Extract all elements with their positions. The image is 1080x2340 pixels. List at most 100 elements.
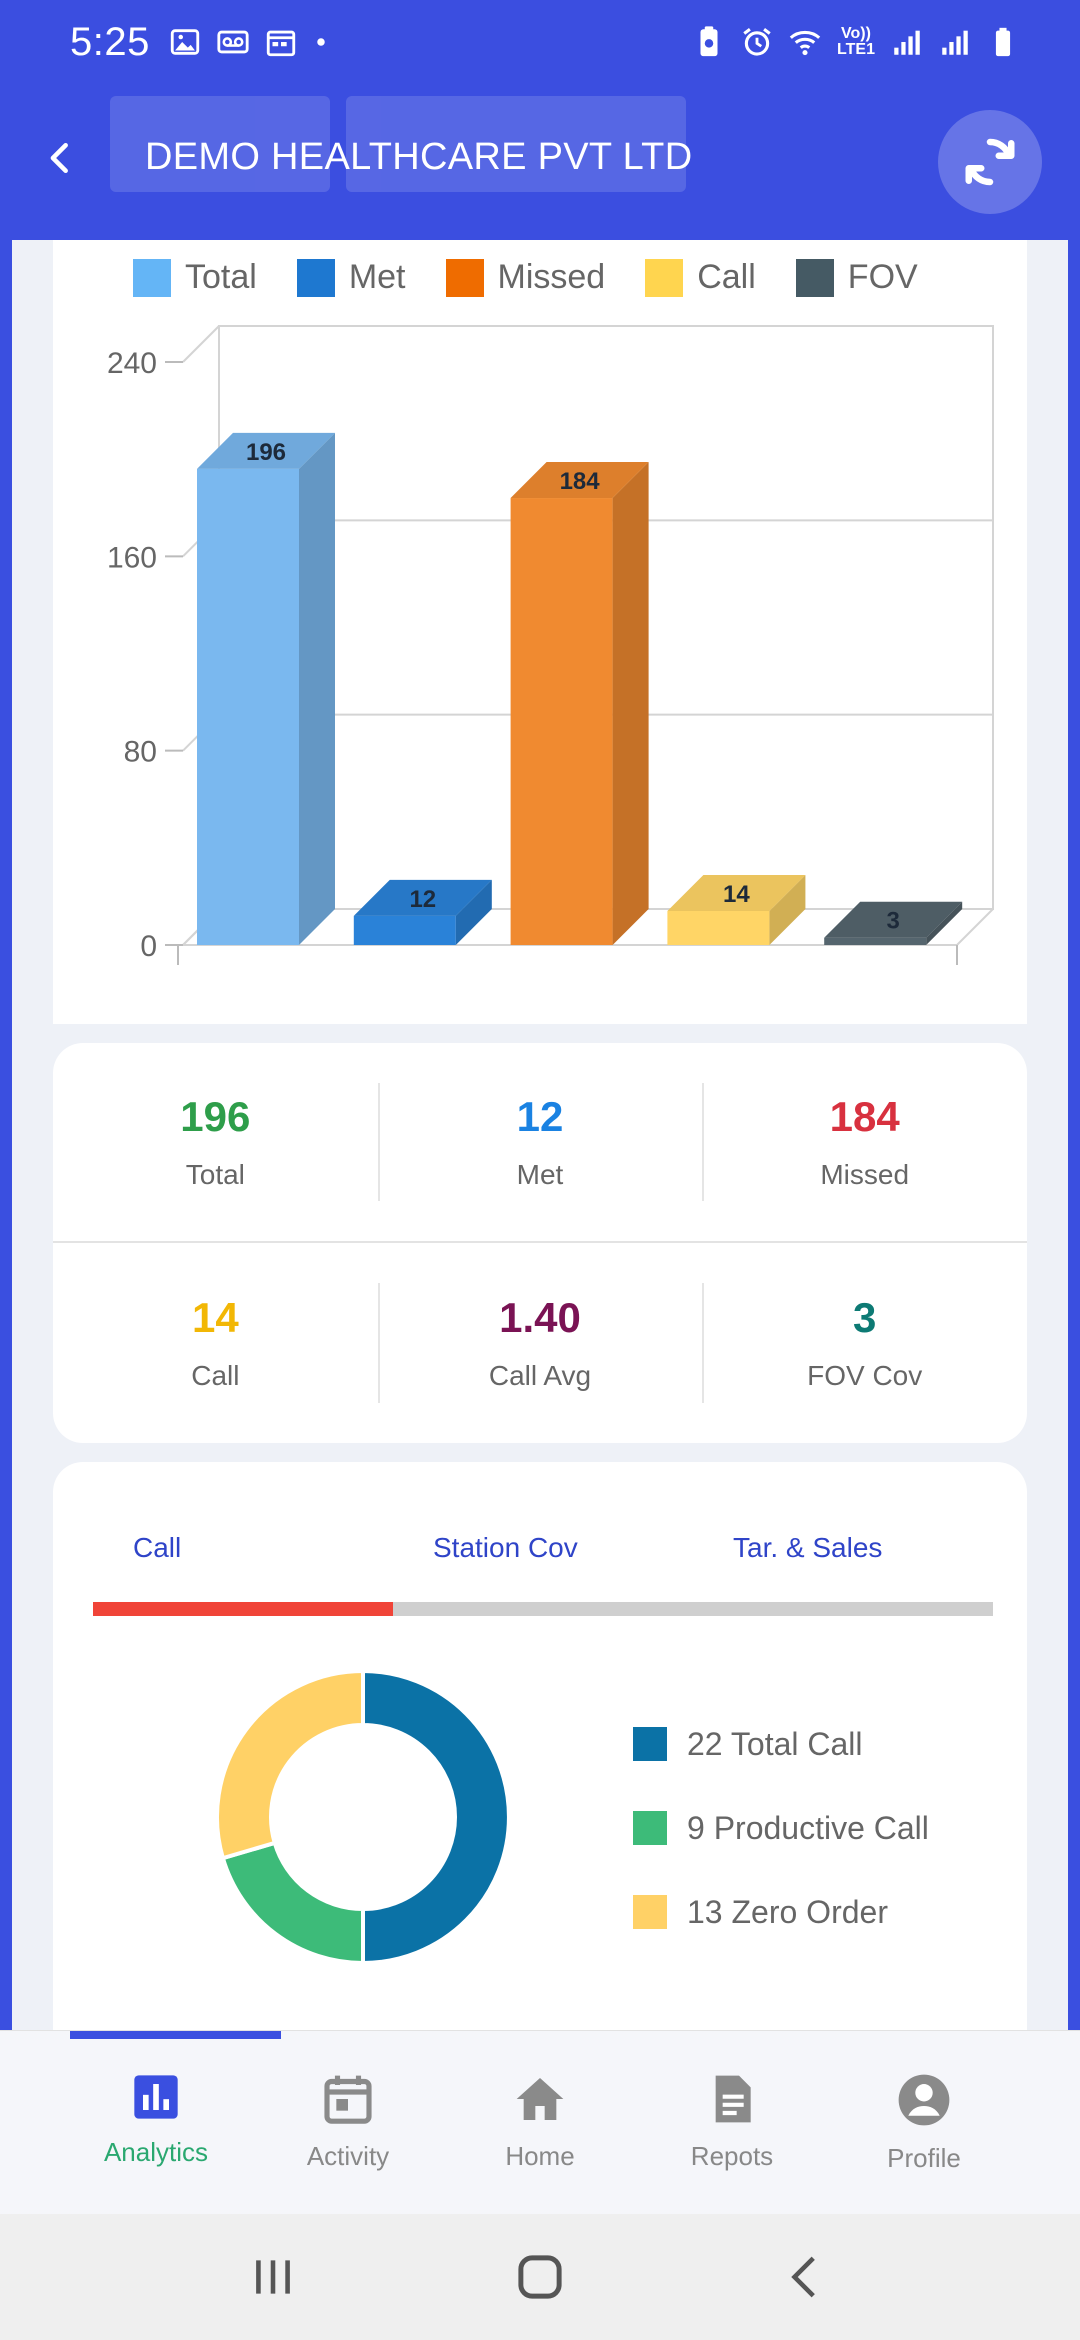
analytics-icon	[134, 2075, 178, 2119]
bar-fov[interactable]	[824, 901, 963, 945]
status-bar: 5:25 Vo)) LTE1	[0, 0, 1080, 84]
back-button[interactable]	[30, 128, 90, 188]
stat-value: 196	[180, 1093, 251, 1140]
nav-label: Analytics	[103, 2137, 209, 2167]
bar-side	[769, 874, 806, 945]
back-arrow-icon	[50, 142, 68, 174]
chart-legend: Total Met Missed Call FOV	[133, 258, 918, 297]
stat-label: FOV Cov	[807, 1360, 923, 1391]
recent-apps-icon[interactable]	[248, 2252, 298, 2302]
legend-label: Met	[348, 258, 406, 296]
legend-item-total[interactable]: Total	[133, 258, 257, 297]
y-tick-label: 160	[107, 541, 157, 574]
pie-swatch	[633, 1895, 667, 1929]
legend-swatch	[445, 258, 484, 297]
bar-met[interactable]	[353, 879, 492, 945]
tab-tar-sales[interactable]: Tar. & Sales	[733, 1532, 883, 1563]
bar-call[interactable]	[667, 874, 806, 945]
nav-item-profile[interactable]: Profile	[839, 2071, 1009, 2174]
battery-saver-icon	[700, 26, 718, 57]
wifi-icon	[789, 30, 821, 56]
bar-missed[interactable]	[510, 462, 649, 945]
gallery-icon	[170, 29, 200, 55]
nav-label: Activity	[306, 2141, 390, 2171]
nav-items: Analytics Activity Home Repots Profile	[0, 2071, 1080, 2174]
home-nav-icon[interactable]	[513, 2250, 567, 2304]
donut-slice-productive-call[interactable]	[220, 1840, 365, 1966]
volte-label: Vo)) LTE1	[837, 25, 875, 58]
calendar-icon	[324, 2075, 372, 2124]
stat-total: 196 Total	[53, 1043, 378, 1241]
profile-icon	[898, 2074, 950, 2126]
nav-item-repots[interactable]: Repots	[647, 2071, 817, 2174]
page-title: DEMO HEALTHCARE PVT LTD	[145, 136, 693, 178]
back-nav-icon[interactable]	[782, 2252, 832, 2302]
y-tick-label: 80	[124, 736, 157, 769]
legend-item-call[interactable]: Call	[645, 258, 756, 297]
voicemail-icon	[217, 30, 249, 54]
tab-station-cov[interactable]: Station Cov	[433, 1532, 578, 1563]
legend-swatch	[645, 258, 684, 297]
bar-data-label: 184	[560, 468, 601, 495]
status-time: 5:25	[70, 19, 150, 64]
bar-front	[510, 498, 613, 945]
stat-label: Missed	[820, 1159, 910, 1190]
status-left-icons	[168, 25, 330, 59]
donut-slice-zero-order[interactable]	[215, 1668, 365, 1861]
pie-swatch	[633, 1727, 667, 1761]
stat-call-avg: 1.40 Call Avg	[377, 1243, 703, 1443]
nav-item-home[interactable]: Home	[455, 2071, 625, 2174]
nav-label: Profile	[887, 2143, 961, 2173]
legend-swatch	[795, 258, 834, 297]
stat-value: 3	[853, 1294, 877, 1341]
tab-call[interactable]: Call	[133, 1532, 182, 1563]
stat-label: Call Avg	[488, 1360, 592, 1391]
y-tick-label: 0	[140, 930, 157, 963]
nav-item-activity[interactable]: Activity	[263, 2071, 433, 2174]
dot-icon	[317, 38, 325, 46]
stat-label: Call	[191, 1360, 240, 1391]
legend-item-met[interactable]: Met	[296, 258, 406, 297]
pie-legend: 22 Total Call 9 Productive Call 13 Zero …	[633, 1702, 929, 1954]
bottom-nav: Analytics Activity Home Repots Profile	[0, 2030, 1080, 2214]
legend-swatch	[296, 258, 335, 297]
bar-total[interactable]	[197, 432, 335, 946]
ghost-filter-1	[110, 96, 330, 192]
pie-legend-item-zero-order: 13 Zero Order	[633, 1870, 929, 1954]
nav-active-indicator	[70, 2031, 281, 2039]
bar-side	[299, 432, 335, 946]
report-icon	[715, 2075, 751, 2123]
home-icon	[516, 2078, 564, 2120]
bar-chart: 0 80 160 240 196 12 184 14 3	[107, 325, 994, 965]
bar-side	[612, 462, 649, 945]
pie-legend-item-productive: 9 Productive Call	[633, 1786, 929, 1870]
filter-bar-ghost	[110, 94, 1000, 194]
stat-value: 12	[516, 1093, 564, 1140]
stat-value: 184	[829, 1093, 900, 1140]
pie-swatch	[633, 1811, 667, 1845]
pie-legend-label: 9 Productive Call	[687, 1809, 929, 1846]
pie-legend-item-total: 22 Total Call	[633, 1702, 929, 1786]
stat-label: Total	[185, 1159, 245, 1190]
legend-label: Call	[697, 258, 756, 296]
legend-item-missed[interactable]: Missed	[445, 258, 605, 297]
bar-top	[353, 879, 492, 916]
donut-slice-total-call[interactable]	[361, 1668, 511, 1966]
nav-label: Home	[505, 2141, 575, 2171]
legend-swatch	[133, 258, 171, 297]
legend-label: FOV	[847, 258, 918, 296]
battery-icon	[995, 27, 1011, 57]
tab-track	[93, 1602, 993, 1616]
tab-bar: Call Station Cov Tar. & Sales	[93, 1532, 993, 1592]
stat-missed: 184 Missed	[702, 1043, 1027, 1241]
y-tick-label: 240	[107, 347, 157, 380]
legend-item-fov[interactable]: FOV	[795, 258, 918, 297]
signal-2-icon	[942, 30, 968, 55]
stat-value: 1.40	[499, 1294, 581, 1341]
refresh-button[interactable]	[938, 110, 1042, 214]
nav-item-analytics[interactable]: Analytics	[71, 2071, 241, 2174]
content-area[interactable]: Total Met Missed Call FOV 0 80 160 240 196 12…	[0, 240, 1080, 2030]
bar-front	[824, 937, 927, 945]
nav-label: Repots	[690, 2141, 774, 2171]
call-summary-card: Call Station Cov Tar. & Sales 22 Total C…	[53, 1462, 1027, 2030]
